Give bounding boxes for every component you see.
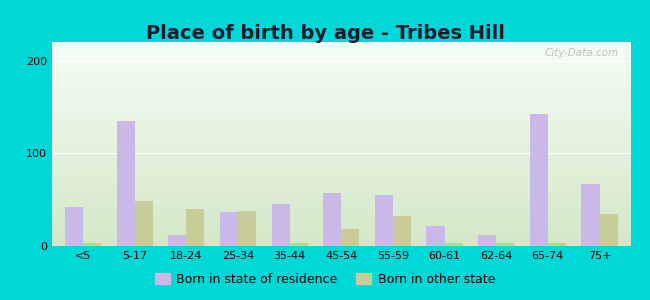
Bar — [375, 195, 393, 246]
Bar — [341, 229, 359, 246]
Bar — [238, 211, 256, 246]
Bar — [65, 207, 83, 246]
Legend: Born in state of residence, Born in other state: Born in state of residence, Born in othe… — [150, 268, 500, 291]
Bar — [323, 193, 341, 246]
Bar — [426, 226, 445, 246]
Bar — [135, 202, 153, 246]
Bar — [478, 235, 496, 246]
Bar — [445, 243, 463, 246]
Bar — [393, 216, 411, 246]
Bar — [548, 243, 566, 246]
Bar — [83, 243, 101, 246]
Bar — [168, 235, 187, 246]
Bar — [530, 114, 548, 246]
Text: City-Data.com: City-Data.com — [545, 48, 619, 58]
Bar — [582, 184, 599, 246]
Bar — [220, 212, 238, 246]
Bar — [116, 121, 135, 246]
Bar — [496, 243, 514, 246]
Text: Place of birth by age - Tribes Hill: Place of birth by age - Tribes Hill — [146, 24, 504, 43]
Bar — [272, 204, 290, 246]
Bar — [290, 243, 307, 246]
Bar — [187, 209, 204, 246]
Bar — [599, 214, 618, 246]
